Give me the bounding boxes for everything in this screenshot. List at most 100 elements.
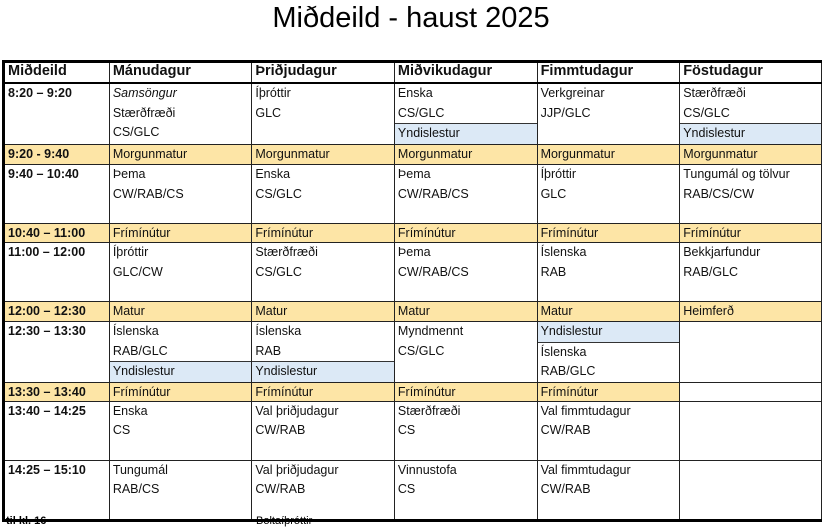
footer-tuesday: Boltaíþróttir [256, 515, 313, 527]
cell-line: RAB [540, 264, 567, 279]
footer-note: til kl. 16 [6, 515, 47, 527]
cell-line: RAB/GLC [112, 343, 168, 358]
cell-line: Yndislestur [110, 361, 251, 382]
schedule-cell: Val þriðjudagur CW/RAB [251, 400, 395, 461]
cell-line: Matur [255, 304, 288, 318]
time-label: 12:30 – 13:30 [8, 324, 86, 338]
cell-line: Tungumál og tölvur [683, 167, 790, 181]
time-cell: 9:20 - 9:40 [3, 144, 110, 165]
cell-line: Val fimmtudagur [540, 403, 631, 418]
break-row: 10:40 – 11:00 Frímínútur Frímínútur Frímínú… [3, 223, 822, 243]
schedule-cell: Stærðfræði CS/GLC [251, 242, 395, 302]
time-cell: 13:40 – 14:25 [3, 400, 110, 461]
cell-line: CS/GLC [112, 125, 160, 139]
cell-line: CS/GLC [683, 105, 730, 120]
cell-line: Frímínútur [397, 384, 456, 399]
header-cell: Mánudagur [108, 61, 253, 84]
cell-line: Íslenska [540, 344, 587, 359]
cell-line: Samsöngur [112, 86, 177, 100]
cell-line: Morgunmatur [540, 147, 615, 161]
cell-line: Val þriðjudagur [255, 462, 339, 477]
lesson-row: 13:40 – 14:25 Enska CS Val þriðjudagur CW/RA… [3, 400, 822, 461]
time-cell: 12:30 – 13:30 [3, 321, 110, 383]
header-cell: Fimmtudagur [536, 61, 681, 84]
time-label: 9:20 - 9:40 [8, 147, 70, 161]
schedule-cell: Íþróttir GLC [251, 82, 395, 145]
cell-line: Þema [112, 167, 146, 181]
cell-line: Stærðfræði [255, 245, 318, 259]
time-label: 8:20 – 9:20 [8, 86, 72, 100]
cell-line: Val fimmtudagur [540, 462, 631, 477]
schedule-cell: Íslenska RAB/GLC Yndislestur [108, 321, 253, 383]
cell-line: CW/RAB/CS [397, 186, 469, 201]
time-cell: 12:00 – 12:30 [3, 301, 110, 322]
schedule-cell: Val fimmtudagur CW/RAB [536, 459, 681, 521]
time-label: 9:40 – 10:40 [8, 167, 79, 181]
cell-line: Stærðfræði [112, 105, 176, 120]
cell-line: RAB/GLC [540, 364, 596, 378]
cell-line: Íþróttir [112, 245, 149, 259]
cell-line: Frímínútur [112, 384, 171, 399]
schedule-cell: Íslenska RAB Yndislestur [251, 321, 395, 383]
cell-line: GLC [255, 105, 282, 120]
schedule-cell: Matur [393, 301, 538, 322]
cell-line: CS/GLC [255, 186, 302, 201]
time-cell: 13:30 – 13:40 [3, 381, 110, 402]
schedule-cell: Frímínútur [251, 223, 395, 243]
cell-line: CW/RAB [255, 423, 306, 437]
lesson-row: 14:25 – 15:10 Tungumál RAB/CS Val þriðjudag… [3, 459, 822, 521]
time-cell: 14:25 – 15:10 [3, 459, 110, 521]
cell-line: Morgunmatur [397, 147, 473, 161]
cell-line: CS [397, 482, 416, 496]
schedule-cell: Tungumál og tölvur RAB/CS/CW [679, 164, 822, 224]
schedule-cell: Yndislestur Íslenska RAB/GLC [536, 321, 681, 383]
cell-line: RAB/CS/CW [683, 186, 755, 201]
schedule-cell: Morgunmatur [679, 144, 822, 165]
cell-line: Val þriðjudagur [255, 403, 339, 418]
cell-line: Íþróttir [540, 167, 576, 181]
cell-line: Verkgreinar [540, 86, 605, 100]
header-row: Miðdeild Mánudagur Þriðjudagur Miðvikuda… [3, 61, 822, 84]
schedule-cell: Val fimmtudagur CW/RAB [536, 400, 681, 461]
header-cell: Þriðjudagur [251, 61, 395, 84]
cell-line: CS [397, 423, 416, 437]
schedule-cell: Frímínútur [108, 381, 253, 402]
schedule-cell: Myndmennt CS/GLC [393, 321, 538, 383]
cell-line: Yndislestur [538, 322, 679, 343]
cell-line: Þema [397, 245, 431, 259]
cell-line: CS/GLC [397, 105, 445, 120]
cell-line: Frímínútur [255, 226, 313, 240]
schedule-cell: Matur [108, 301, 253, 322]
break-row: 9:20 - 9:40 Morgunmatur Morgunmatur Morgunm… [3, 144, 822, 165]
cell-line: CW/RAB [255, 482, 306, 496]
cell-line: CS/GLC [255, 264, 302, 279]
page-title: Miðdeild - haust 2025 [272, 2, 550, 34]
cell-line: Matur [112, 304, 145, 318]
cell-line: Yndislestur [395, 123, 537, 144]
schedule-table: Miðdeild Mánudagur Þriðjudagur Miðvikuda… [2, 60, 822, 522]
schedule-cell: Frímínútur [536, 223, 681, 243]
cell-line: Tungumál [112, 462, 168, 477]
cell-line: RAB/GLC [683, 264, 739, 279]
cell-line: Myndmennt [397, 324, 464, 338]
schedule-cell: Morgunmatur [251, 144, 395, 165]
time-label: 14:25 – 15:10 [8, 462, 86, 477]
cell-line: Enska [112, 403, 148, 418]
cell-line: Enska [397, 86, 433, 100]
cell-line: Íslenska [540, 245, 587, 259]
cell-line: GLC [540, 186, 567, 201]
schedule-cell: Val þriðjudagur CW/RAB [251, 459, 395, 521]
cell-line: Frímínútur [540, 226, 599, 240]
lesson-row: 11:00 – 12:00 Íþróttir GLC/CW Stærðfræði CS/… [3, 242, 822, 302]
cell-line: CS [112, 423, 131, 437]
schedule-cell: Frímínútur [108, 223, 253, 243]
cell-line: Morgunmatur [112, 147, 188, 161]
time-label: 13:40 – 14:25 [8, 403, 86, 418]
cell-line: RAB [255, 343, 282, 358]
time-cell: 10:40 – 11:00 [3, 223, 110, 243]
cell-line: Frímínútur [112, 226, 171, 240]
break-row: 13:30 – 13:40 Frímínútur Frímínútur Frímínú… [3, 381, 822, 402]
schedule-cell [679, 459, 822, 521]
cell-line: Matur [540, 304, 573, 318]
time-label: 12:00 – 12:30 [8, 304, 86, 318]
